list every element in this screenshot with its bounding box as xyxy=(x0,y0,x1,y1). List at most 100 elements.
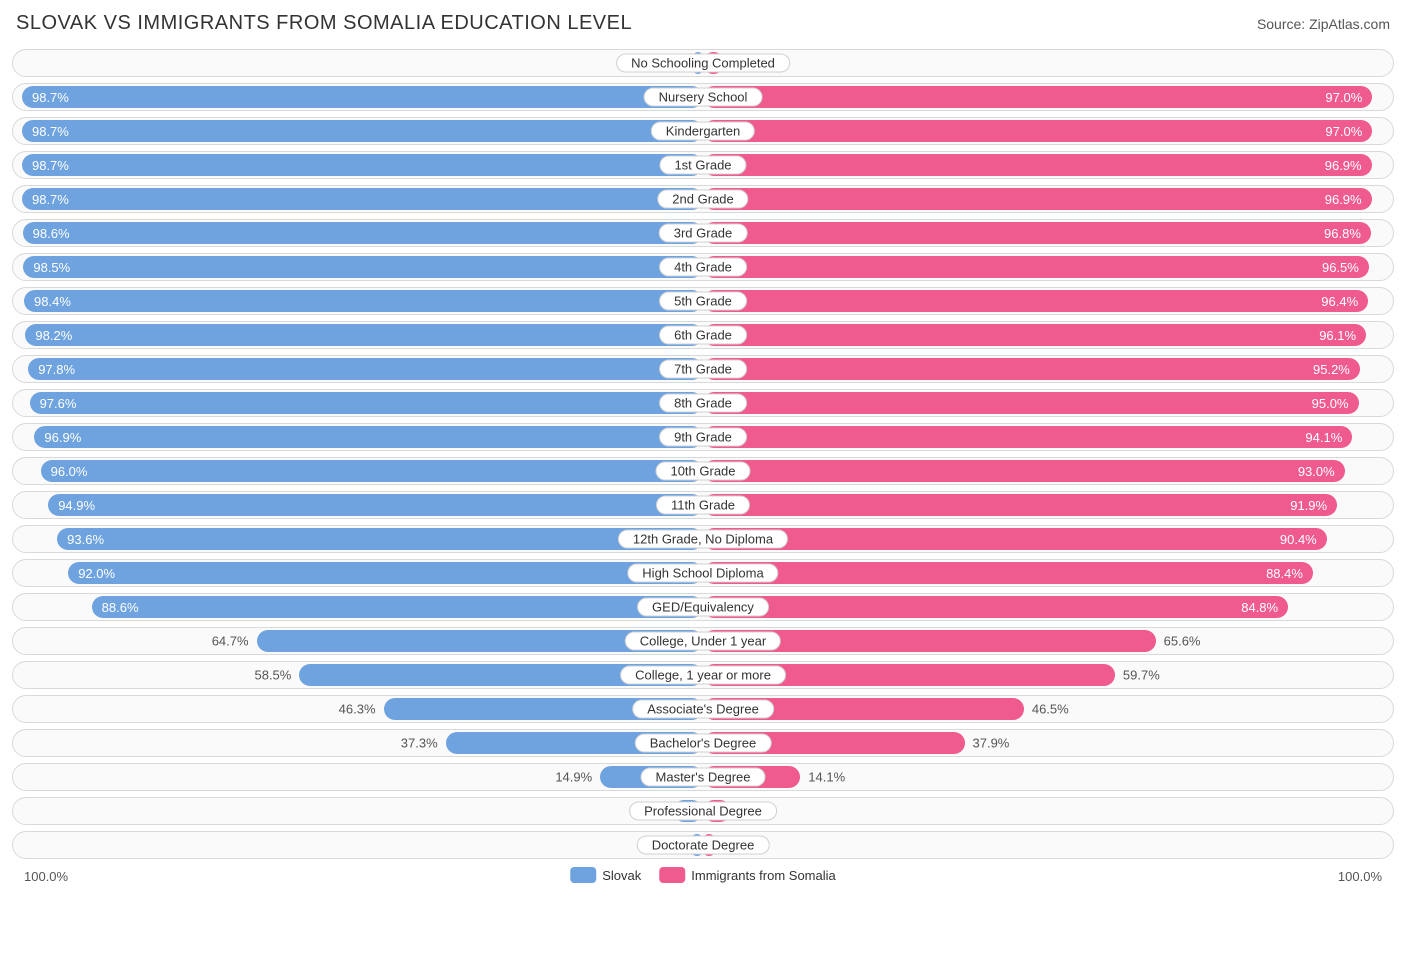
legend: Slovak Immigrants from Somalia xyxy=(570,867,836,883)
bar-left: 93.6% xyxy=(57,528,703,550)
chart-footer: 100.0% Slovak Immigrants from Somalia 10… xyxy=(12,867,1394,889)
bar-right: 93.0% xyxy=(703,460,1345,482)
row-label: High School Diploma xyxy=(627,564,778,583)
bar-right-value: 14.1% xyxy=(808,770,845,785)
row-label: 6th Grade xyxy=(659,326,747,345)
bar-right: 97.0% xyxy=(703,120,1372,142)
bar-left: 97.6% xyxy=(30,392,703,414)
bar-left-value: 98.5% xyxy=(33,260,70,275)
chart-source: Source: ZipAtlas.com xyxy=(1257,16,1390,32)
row-label: 2nd Grade xyxy=(657,190,748,209)
chart-row: 37.3%37.9%Bachelor's Degree xyxy=(12,729,1394,757)
bar-left: 94.9% xyxy=(48,494,703,516)
chart-row: 46.3%46.5%Associate's Degree xyxy=(12,695,1394,723)
bar-right-value: 96.8% xyxy=(1324,226,1361,241)
chart-row: 14.9%14.1%Master's Degree xyxy=(12,763,1394,791)
row-label: Doctorate Degree xyxy=(637,836,770,855)
chart-row: 98.7%96.9%2nd Grade xyxy=(12,185,1394,213)
chart-row: 88.6% 84.8% GED/Equivalency xyxy=(12,593,1394,621)
bar-left-value: 98.7% xyxy=(32,124,69,139)
bar-left: 92.0% xyxy=(68,562,703,584)
chart-row: 97.8% 95.2% 7th Grade xyxy=(12,355,1394,383)
legend-swatch-left xyxy=(570,867,596,883)
bar-right: 94.1% xyxy=(703,426,1352,448)
bar-right-value: 96.5% xyxy=(1322,260,1359,275)
chart-row: 96.9% 94.1%9th Grade xyxy=(12,423,1394,451)
row-label: Associate's Degree xyxy=(632,700,774,719)
bar-left: 98.7% xyxy=(22,188,703,210)
bar-right: 91.9% xyxy=(703,494,1337,516)
row-label: Nursery School xyxy=(644,88,763,107)
bar-right-value: 97.0% xyxy=(1325,124,1362,139)
row-label: 7th Grade xyxy=(659,360,747,379)
bar-right-value: 96.1% xyxy=(1319,328,1356,343)
bar-right: 97.0% xyxy=(703,86,1372,108)
source-name: ZipAtlas.com xyxy=(1309,16,1390,32)
bar-right-value: 84.8% xyxy=(1241,600,1278,615)
axis-left-label: 100.0% xyxy=(24,869,68,884)
row-label: GED/Equivalency xyxy=(637,598,769,617)
chart-row: 4.3%4.1%Professional Degree xyxy=(12,797,1394,825)
bar-left: 97.8% xyxy=(28,358,703,380)
chart-row: 98.6%96.8%3rd Grade xyxy=(12,219,1394,247)
bar-left-value: 97.8% xyxy=(38,362,75,377)
bar-left-value: 97.6% xyxy=(40,396,77,411)
bar-left-value: 93.6% xyxy=(67,532,104,547)
bar-right-value: 96.9% xyxy=(1325,158,1362,173)
chart-row: 96.0% 93.0% 10th Grade xyxy=(12,457,1394,485)
bar-left: 96.9% xyxy=(34,426,703,448)
bar-right: 96.8% xyxy=(703,222,1371,244)
row-label: Professional Degree xyxy=(629,802,777,821)
bar-left: 98.7% xyxy=(22,86,703,108)
bar-right-value: 46.5% xyxy=(1032,702,1069,717)
bar-left-value: 98.7% xyxy=(32,158,69,173)
bar-left-value: 58.5% xyxy=(254,668,291,683)
bar-right-value: 96.4% xyxy=(1321,294,1358,309)
bar-left-value: 98.6% xyxy=(33,226,70,241)
bar-right: 95.2% xyxy=(703,358,1360,380)
bar-right-value: 97.0% xyxy=(1325,90,1362,105)
chart-row: 1.3%3.0%No Schooling Completed xyxy=(12,49,1394,77)
bar-left-value: 37.3% xyxy=(401,736,438,751)
bar-right-value: 95.2% xyxy=(1313,362,1350,377)
chart-row: 92.0% 88.4%High School Diploma xyxy=(12,559,1394,587)
row-label: 10th Grade xyxy=(655,462,750,481)
bar-right-value: 93.0% xyxy=(1298,464,1335,479)
legend-label-left: Slovak xyxy=(602,868,641,883)
chart-row: 98.7%97.0%Kindergarten xyxy=(12,117,1394,145)
chart-row: 94.9% 91.9% 11th Grade xyxy=(12,491,1394,519)
bar-right: 88.4% xyxy=(703,562,1313,584)
bar-left-value: 64.7% xyxy=(212,634,249,649)
bar-left-value: 92.0% xyxy=(78,566,115,581)
row-label: 8th Grade xyxy=(659,394,747,413)
chart-row: 58.5%59.7%College, 1 year or more xyxy=(12,661,1394,689)
bar-left: 98.6% xyxy=(23,222,703,244)
diverging-bar-chart: 1.3%3.0%No Schooling Completed 98.7% 97.0%… xyxy=(12,49,1394,859)
bar-left: 98.4% xyxy=(24,290,703,312)
bar-right: 95.0% xyxy=(703,392,1359,414)
bar-left-value: 88.6% xyxy=(102,600,139,615)
legend-label-right: Immigrants from Somalia xyxy=(691,868,835,883)
chart-row: 98.5% 96.5% 4th Grade xyxy=(12,253,1394,281)
bar-right: 96.4% xyxy=(703,290,1368,312)
chart-row: 97.6% 95.0% 8th Grade xyxy=(12,389,1394,417)
chart-row: 98.2%96.1%6th Grade xyxy=(12,321,1394,349)
chart-row: 93.6%90.4%12th Grade, No Diploma xyxy=(12,525,1394,553)
bar-left-value: 96.0% xyxy=(51,464,88,479)
axis-right-label: 100.0% xyxy=(1338,869,1382,884)
row-label: 11th Grade xyxy=(656,496,750,515)
bar-left-value: 96.9% xyxy=(44,430,81,445)
row-label: Master's Degree xyxy=(641,768,766,787)
bar-right-value: 65.6% xyxy=(1164,634,1201,649)
bar-right: 90.4% xyxy=(703,528,1327,550)
row-label: 4th Grade xyxy=(659,258,747,277)
row-label: 9th Grade xyxy=(659,428,747,447)
bar-left-value: 94.9% xyxy=(58,498,95,513)
chart-row: 98.4%96.4%5th Grade xyxy=(12,287,1394,315)
legend-swatch-right xyxy=(659,867,685,883)
bar-left-value: 98.7% xyxy=(32,192,69,207)
row-label: Bachelor's Degree xyxy=(635,734,772,753)
bar-right-value: 91.9% xyxy=(1290,498,1327,513)
chart-header: SLOVAK VS IMMIGRANTS FROM SOMALIA EDUCAT… xyxy=(12,12,1394,35)
bar-right-value: 95.0% xyxy=(1312,396,1349,411)
